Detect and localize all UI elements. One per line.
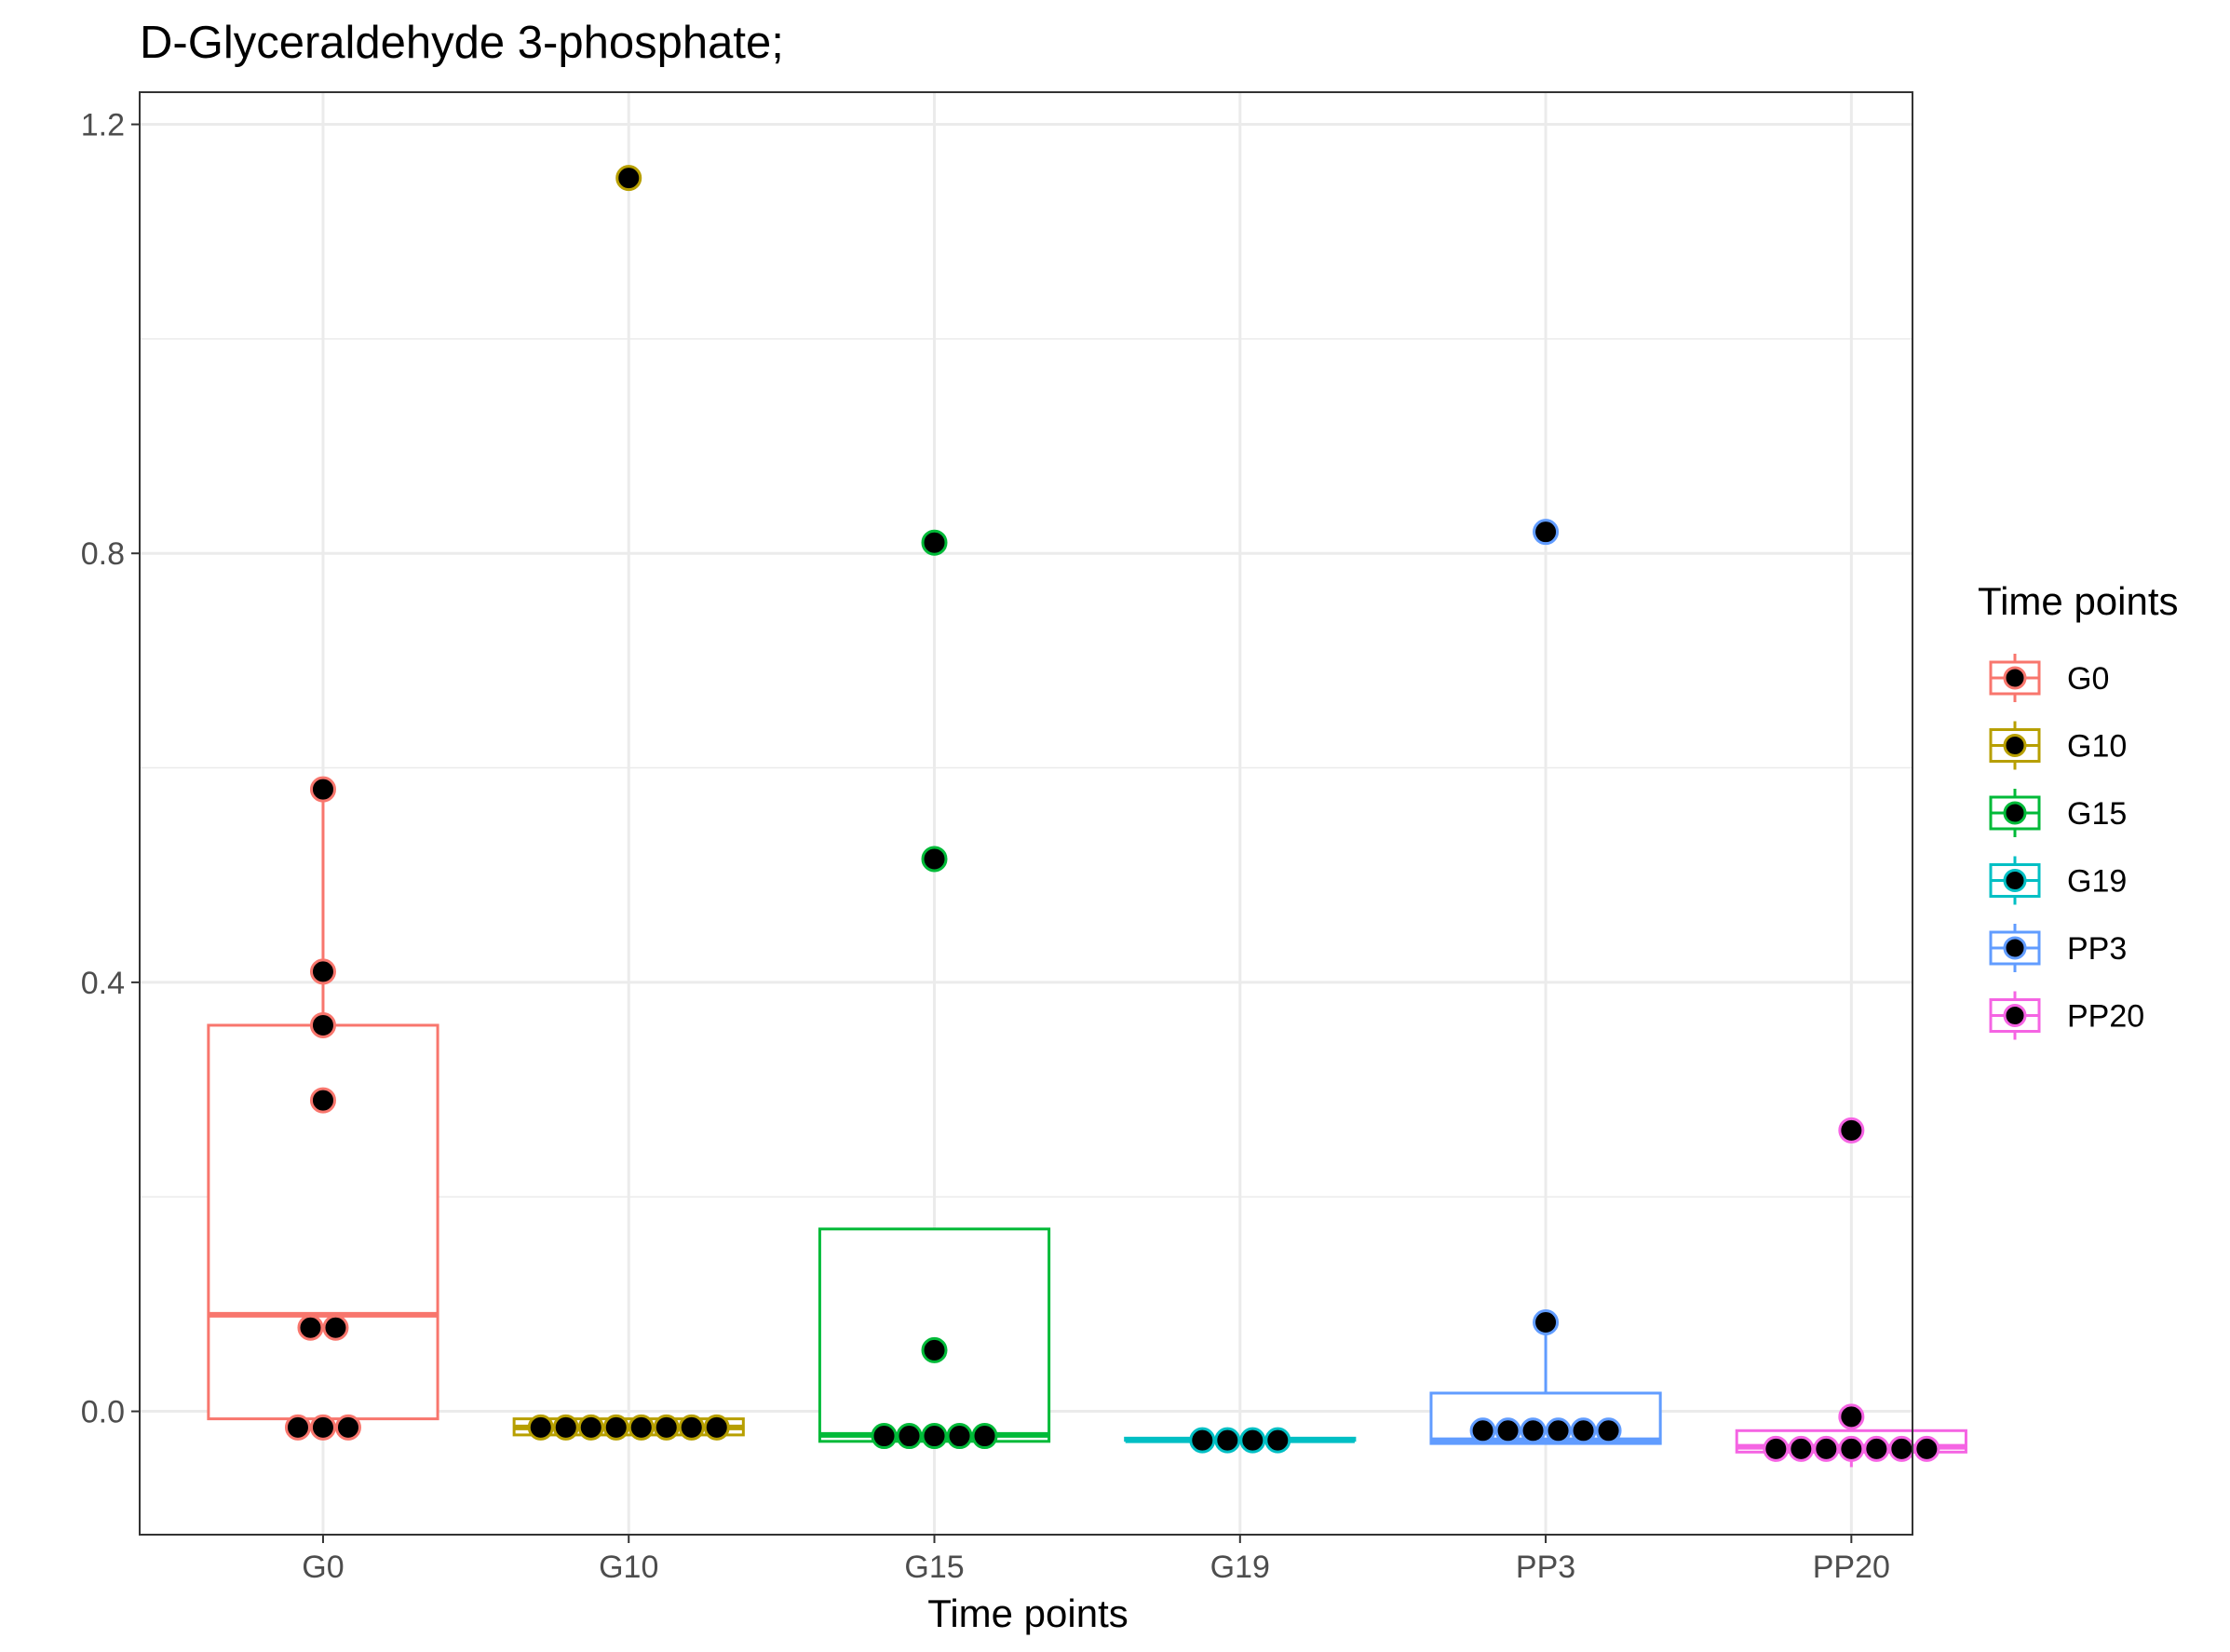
data-point [309,776,336,803]
data-point [921,1423,948,1450]
box [207,1023,439,1421]
legend-label: G15 [2067,796,2127,832]
data-point [309,1414,336,1441]
data-point [921,529,948,556]
data-point [946,1423,973,1450]
data-point [1838,1117,1865,1144]
data-point [1520,1417,1547,1444]
data-point [1494,1417,1521,1444]
data-point [309,958,336,985]
legend-point [2003,936,2027,960]
legend-label: G10 [2067,729,2127,765]
legend-item-g10: G10 [1989,721,2127,770]
data-point [1888,1435,1915,1462]
boxplot-pp20 [1735,1117,1967,1468]
boxplot-g0 [207,776,439,1441]
legend-point [2003,801,2027,825]
data-point [309,1011,336,1038]
boxplot-g15 [818,529,1051,1450]
x-axis-title: Time points [927,1591,1129,1635]
data-point [297,1314,324,1341]
data-point [1239,1427,1266,1454]
x-tick-label: G10 [599,1550,658,1585]
x-tick-label: PP3 [1516,1550,1575,1585]
data-point [703,1414,730,1441]
data-point [1545,1417,1572,1444]
data-point [921,846,948,873]
data-point [1913,1435,1940,1462]
x-tick-label: G0 [302,1550,344,1585]
data-point [577,1414,604,1441]
y-tick-label: 0.4 [81,966,125,1001]
data-point [334,1414,361,1441]
legend-label: PP3 [2067,931,2127,967]
plot-panel: 0.0 0.4 0.8 1.2 G0 G10 G15 G19 PP3 PP20 [81,91,1967,1585]
y-tick-label: 0.0 [81,1395,125,1430]
data-point [1264,1427,1291,1454]
legend-point [2003,869,2027,892]
data-point [615,165,642,192]
data-point [552,1414,579,1441]
boxplot-g10 [512,165,745,1441]
data-point [322,1314,349,1341]
data-point [1469,1417,1496,1444]
boxplot-g19 [1124,1427,1357,1454]
legend-item-pp3: PP3 [1989,924,2127,972]
data-point [1214,1427,1241,1454]
data-point [678,1414,705,1441]
data-point [971,1423,998,1450]
data-point [1863,1435,1890,1462]
legend-point [2003,1004,2027,1027]
data-point [1570,1417,1597,1444]
legend-item-g19: G19 [1989,856,2127,905]
box [818,1227,1051,1443]
data-point [653,1414,680,1441]
legend-item-g0: G0 [1989,654,2109,702]
legend-label: PP20 [2067,999,2144,1035]
y-tick-label: 1.2 [81,108,125,143]
data-point [1763,1435,1790,1462]
data-point [1838,1435,1865,1462]
data-point [1533,519,1560,546]
data-point [896,1423,923,1450]
data-point [284,1414,311,1441]
x-tick-label: PP20 [1813,1550,1890,1585]
data-point [1595,1417,1622,1444]
boxplot-pp3 [1429,519,1662,1445]
data-point [309,1087,336,1114]
data-point [527,1414,554,1441]
legend-label: G0 [2067,661,2109,697]
chart-title: D-Glyceraldehyde 3-phosphate; [140,18,784,68]
legend-item-pp20: PP20 [1989,991,2144,1040]
data-point [1788,1435,1815,1462]
y-tick-label: 0.8 [81,536,125,572]
legend-label: G19 [2067,864,2127,900]
data-point [871,1423,898,1450]
data-point [1838,1403,1865,1430]
data-point [1813,1435,1840,1462]
x-tick-label: G19 [1210,1550,1270,1585]
data-point [602,1414,629,1441]
legend-point [2003,666,2027,690]
panel-border [139,91,1913,1536]
data-point [1189,1427,1216,1454]
box [1429,1391,1662,1445]
data-point [628,1414,655,1441]
legend-title: Time points [1978,579,2179,623]
legend-point [2003,734,2027,757]
data-point [1533,1308,1560,1335]
legend: Time points G0 G10 G15 G19 PP3 PP20 [1978,579,2179,1040]
data-point [921,1336,948,1363]
legend-item-g15: G15 [1989,789,2127,837]
x-tick-label: G15 [904,1550,964,1585]
